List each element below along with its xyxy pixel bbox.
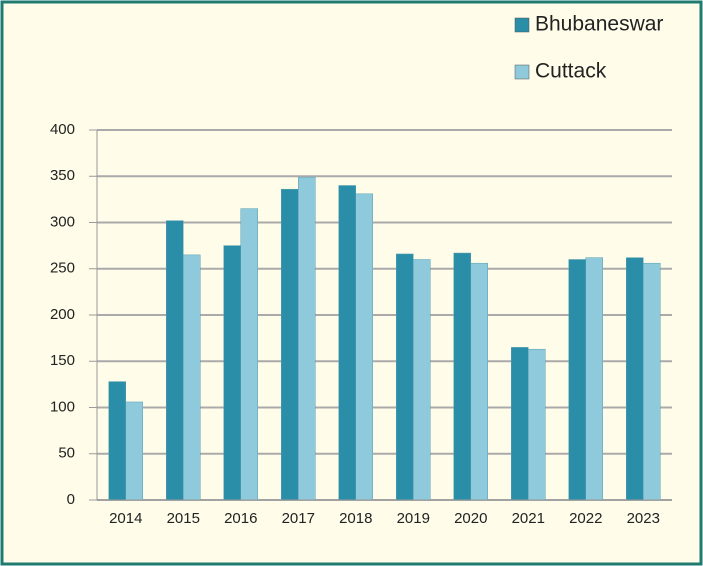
x-tick-label: 2020 [454, 510, 487, 527]
y-tick-label: 0 [67, 491, 75, 508]
x-tick-label: 2014 [109, 510, 142, 527]
y-tick-label: 150 [50, 352, 75, 369]
bar [585, 257, 603, 501]
bar [453, 252, 471, 501]
x-tick-label: 2022 [569, 510, 602, 527]
y-tick-label: 400 [50, 121, 75, 138]
bar [511, 347, 529, 501]
x-tick-label: 2021 [512, 510, 545, 527]
bar [470, 262, 488, 501]
bar [166, 220, 184, 501]
bar [298, 176, 316, 501]
legend-swatch [514, 17, 530, 33]
legend-label: Bhubaneswar [535, 13, 663, 36]
y-tick-label: 200 [50, 306, 75, 323]
bar [396, 253, 414, 501]
x-tick-label: 2019 [397, 510, 430, 527]
bar [338, 185, 356, 501]
bar [643, 262, 661, 501]
bar [240, 208, 258, 501]
x-tick-label: 2015 [167, 510, 200, 527]
x-tick-label: 2016 [224, 510, 257, 527]
y-tick-label: 50 [58, 445, 75, 462]
legend-label: Cuttack [535, 60, 607, 83]
bar [183, 254, 201, 501]
bar [223, 245, 241, 501]
x-tick-label: 2018 [339, 510, 372, 527]
y-tick-label: 350 [50, 167, 75, 184]
bar [528, 348, 546, 501]
bar [568, 259, 586, 501]
bar [108, 381, 126, 501]
bar [281, 188, 299, 501]
y-tick-label: 300 [50, 213, 75, 230]
x-tick-label: 2023 [627, 510, 660, 527]
legend-swatch [514, 64, 530, 80]
bar [626, 257, 644, 501]
bar [413, 259, 431, 501]
bar [355, 193, 373, 501]
y-tick-label: 250 [50, 260, 75, 277]
x-tick-label: 2017 [282, 510, 315, 527]
bar [125, 401, 143, 501]
y-tick-label: 100 [50, 398, 75, 415]
